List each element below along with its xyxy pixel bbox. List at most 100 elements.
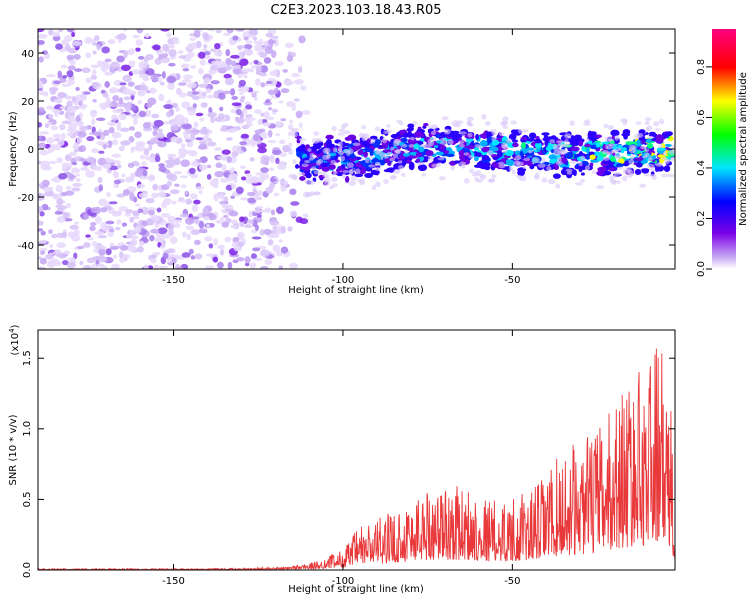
spectrogram-pixel	[74, 68, 83, 72]
spectrogram-pixel	[357, 149, 364, 156]
spectrogram-pixel	[466, 116, 474, 122]
spectrogram-pixel	[304, 159, 311, 164]
spectrogram-pixel	[292, 159, 297, 165]
spectrogram-pixel	[61, 120, 71, 125]
spectrogram-pixel	[481, 146, 490, 153]
spectrogram-pixel	[219, 106, 224, 112]
spectrogram-pixel	[137, 183, 146, 189]
spectrogram-pixel	[275, 250, 283, 257]
spectrogram-pixel	[252, 247, 261, 252]
spectrogram-pixel	[182, 131, 188, 136]
spectrogram-pixel	[474, 176, 479, 183]
spectrogram-pixel	[138, 175, 149, 180]
spectrogram-pixel	[250, 176, 260, 184]
spectrogram-pixel	[96, 60, 103, 67]
spectrogram-pixel	[278, 139, 286, 145]
spectrogram-pixel	[126, 245, 137, 253]
spectrogram-pixel	[595, 142, 601, 148]
spectrogram-pixel	[440, 141, 448, 145]
spectrogram-pixel	[216, 63, 227, 68]
spectrogram-pixel	[468, 154, 474, 159]
spectrogram-pixel	[82, 265, 93, 269]
spectrogram-pixel	[288, 150, 294, 155]
spectrogram-pixel	[127, 162, 135, 168]
spectrogram-pixel	[570, 140, 580, 147]
spectrogram-pixel	[96, 44, 101, 51]
spectrogram-pixel	[259, 176, 265, 184]
spectrogram-pixel	[484, 120, 491, 127]
spectrogram-pixel	[111, 132, 122, 139]
spectrogram-pixel	[416, 158, 421, 162]
spectrogram-pixel	[112, 108, 123, 114]
spectrogram-pixel	[404, 149, 409, 154]
spectrogram-pixel	[622, 119, 628, 126]
spectrogram-pixel	[112, 139, 118, 146]
spectrogram-pixel	[123, 50, 128, 59]
spectrogram-pixel	[50, 233, 58, 239]
spectrogram-pixel	[169, 236, 178, 244]
spectrogram-pixel	[479, 140, 488, 147]
spectrogram-pixel	[38, 33, 48, 39]
spectrogram-pixel	[221, 204, 231, 209]
spectrogram-pixel	[254, 109, 262, 114]
snr-panel: -150 -100 -50 0.0 0.5 1.0 1.5 Height of strai…	[8, 324, 676, 595]
spectrogram-pixel	[152, 183, 158, 191]
spectrogram-pixel	[137, 100, 142, 104]
spectrogram-pixel	[570, 136, 579, 143]
spectrogram-pixel	[39, 239, 48, 244]
spectrogram-pixel	[48, 29, 54, 36]
spectrogram-pixel	[209, 69, 217, 75]
spectrogram-pixel	[254, 78, 261, 87]
spectrogram-pixel	[41, 179, 50, 187]
spectrogram-pixel	[102, 129, 110, 136]
spectrogram-pixel	[439, 144, 445, 151]
spectrogram-pixel	[122, 189, 130, 196]
spectrogram-pixel	[197, 90, 203, 98]
spectrogram-pixel	[121, 173, 126, 178]
spectrogram-pixel	[217, 244, 225, 250]
spectrogram-pixel	[41, 203, 49, 211]
spectrogram-pixel	[60, 123, 65, 129]
spectrogram-pixel	[553, 150, 561, 156]
spectrogram-pixel	[156, 132, 165, 139]
spectrogram-pixel	[386, 167, 397, 171]
spectrogram-pixel	[302, 157, 311, 161]
spectrogram-pixel	[267, 140, 277, 144]
spectrogram-panel: -150 -100 -50 -40 -20 0 20 40 Height of straig…	[8, 28, 676, 296]
spectrogram-pixel	[255, 172, 264, 176]
spectrogram-pixel	[38, 220, 44, 226]
spectrogram-pixel	[104, 58, 112, 63]
spectrogram-pixel	[323, 181, 331, 186]
spectrogram-pixel	[84, 37, 93, 45]
colorbar-ticks: 0.0 0.2 0.4 0.6 0.8	[696, 59, 712, 277]
spectrogram-pixel	[447, 139, 454, 145]
spectrogram-pixel	[521, 128, 529, 133]
spectrogram-pixel	[207, 111, 217, 118]
spectrogram-pixel	[613, 154, 621, 158]
spectrogram-pixel	[147, 209, 155, 216]
spectrogram-pixel	[120, 140, 131, 146]
spectrogram-pixel	[541, 177, 548, 183]
spectrogram-pixel	[57, 70, 63, 78]
spectrogram-pixel	[179, 213, 189, 218]
spectrogram-pixel	[512, 142, 519, 148]
spectrogram-pixel	[348, 180, 357, 186]
y-tick-label: -20	[18, 193, 34, 204]
spectrogram-pixel	[260, 249, 270, 257]
spectrogram-pixel	[38, 121, 43, 128]
spectrogram-pixel	[527, 138, 536, 142]
spectrogram-pixel	[270, 232, 280, 239]
spectrogram-pixel	[523, 157, 530, 162]
spectrogram-pixel	[331, 125, 337, 132]
spectrogram-pixel	[628, 144, 637, 150]
spectrogram-pixel	[241, 68, 249, 72]
spectrogram-pixel	[664, 143, 672, 147]
spectrogram-pixel	[166, 172, 174, 181]
spectrogram-pixel	[634, 157, 644, 162]
spectrogram-pixel	[98, 150, 105, 154]
spectrogram-pixel	[141, 161, 147, 166]
spectrogram-pixel	[60, 132, 66, 140]
spectrogram-pixel	[181, 252, 191, 258]
spectrogram-pixel	[124, 176, 135, 183]
spectrogram-pixel	[72, 41, 82, 46]
